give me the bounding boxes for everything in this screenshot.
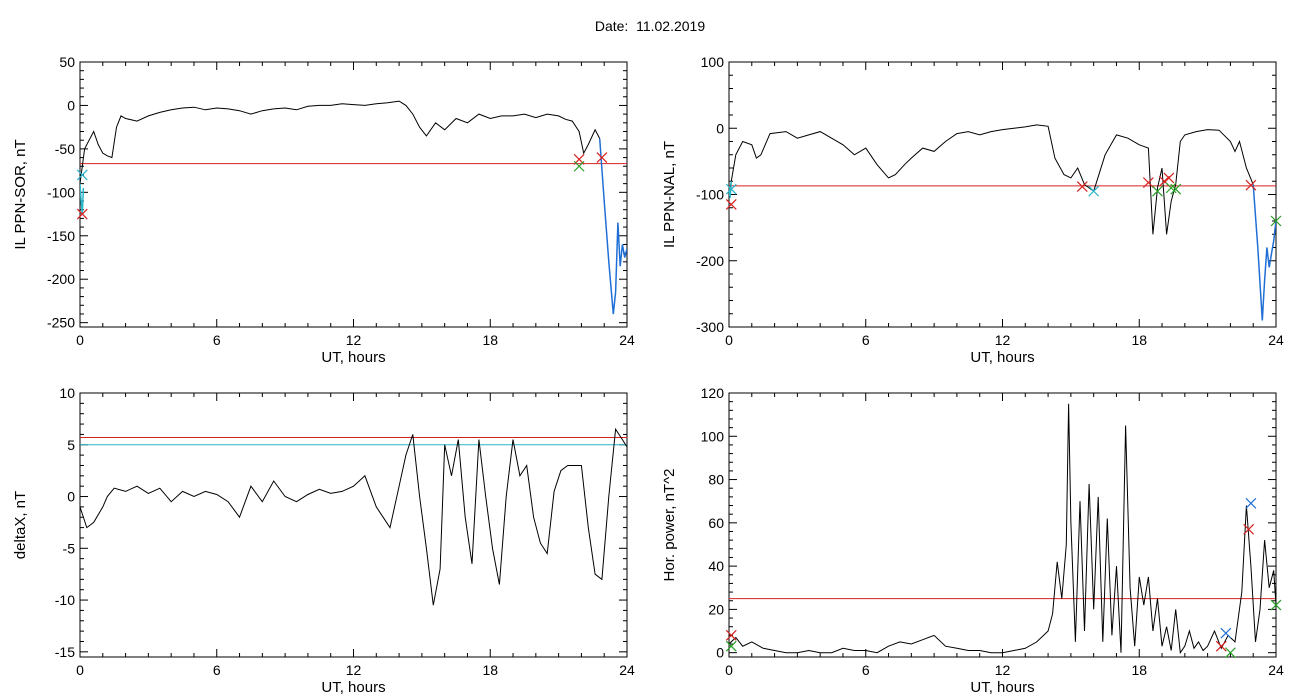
y-tick-label: 60 — [708, 515, 724, 531]
y-tick-label: 80 — [708, 472, 724, 488]
chart-panel-4: 0 6 12 18 24 0 20 40 60 80 100 120 UT, hours Hor. pow… — [661, 385, 1284, 696]
x-tick-label: 0 — [725, 332, 733, 348]
marker-cross — [1270, 599, 1282, 611]
x-tick-label: 6 — [213, 332, 221, 348]
x-tick-label: 24 — [619, 332, 635, 348]
series-line — [598, 138, 627, 315]
y-axis-label: Hor. power, nT^2 — [661, 469, 678, 582]
y-tick-label: -50 — [55, 141, 75, 157]
series-line — [1252, 184, 1276, 321]
marker-cross — [1088, 185, 1100, 197]
x-tick-label: 18 — [482, 332, 498, 348]
x-tick-label: 0 — [725, 662, 733, 678]
y-tick-label: -250 — [47, 315, 75, 331]
marker-cross — [76, 169, 88, 181]
page-title: Date: 11.02.2019 — [594, 18, 706, 34]
marker-cross — [1152, 185, 1163, 197]
marker-cross — [1170, 183, 1182, 195]
y-axis-label: deltaX, nT — [12, 491, 29, 559]
y-tick-label: 10 — [59, 385, 75, 401]
x-axis-label: UT, hours — [970, 349, 1034, 366]
x-tick-label: 18 — [1131, 662, 1147, 678]
y-tick-label: 100 — [701, 428, 725, 444]
marker-cross — [725, 199, 737, 210]
y-tick-label: 5 — [67, 437, 75, 453]
y-tick-label: 40 — [708, 558, 724, 574]
y-axis-label: IL PPN-NAL, nT — [661, 141, 678, 248]
series-line — [80, 100, 601, 184]
marker-cross — [1076, 181, 1088, 192]
y-tick-label: 0 — [716, 120, 724, 136]
marker-cross — [725, 183, 737, 195]
y-tick-label: 0 — [67, 97, 75, 113]
marker-cross — [76, 208, 88, 220]
y-tick-label: -100 — [47, 184, 75, 200]
y-tick-label: -10 — [55, 592, 75, 608]
x-tick-label: 12 — [346, 662, 362, 678]
x-axis-label: UT, hours — [321, 349, 385, 366]
y-tick-label: 100 — [701, 54, 725, 70]
y-tick-label: -15 — [55, 644, 75, 660]
marker-cross — [573, 160, 585, 172]
y-tick-label: -300 — [696, 319, 724, 335]
marker-cross — [1142, 177, 1154, 188]
y-tick-label: -150 — [47, 228, 75, 244]
marker-cross — [1220, 627, 1232, 639]
x-tick-label: 24 — [1268, 662, 1284, 678]
series-line — [729, 124, 1254, 235]
x-tick-label: 12 — [995, 662, 1011, 678]
marker-cross — [725, 629, 737, 641]
marker-cross — [1224, 647, 1236, 659]
y-tick-label: -200 — [696, 253, 724, 269]
x-tick-label: 24 — [619, 662, 635, 678]
chart-panel-3: 0 6 12 18 24 -15 -10 -5 0 5 10 UT, hours deltaX, nT — [12, 385, 635, 696]
x-tick-label: 6 — [862, 332, 870, 348]
chart-panel-2: 0 6 12 18 24 -300 -200 -100 0 100 UT, hours IL PPN-… — [661, 54, 1284, 366]
marker-cross — [1215, 640, 1227, 652]
y-tick-label: 0 — [716, 645, 724, 661]
y-tick-label: 0 — [67, 489, 75, 505]
marker-cross — [1243, 523, 1255, 535]
plot-frame — [728, 61, 1277, 328]
marker-cross — [1270, 215, 1282, 227]
marker-cross — [1245, 497, 1257, 509]
x-tick-label: 18 — [1131, 332, 1147, 348]
plot-frame — [728, 392, 1277, 658]
y-tick-label: -100 — [696, 187, 724, 203]
x-tick-label: 24 — [1268, 332, 1284, 348]
marker-cross — [725, 640, 737, 652]
series-line — [80, 427, 627, 606]
x-tick-label: 0 — [76, 662, 84, 678]
y-axis-label: IL PPN-SOR, nT — [12, 139, 29, 249]
x-tick-label: 6 — [213, 662, 221, 678]
x-tick-label: 12 — [995, 332, 1011, 348]
y-tick-label: -5 — [63, 540, 76, 556]
plot-frame — [79, 61, 628, 328]
chart-panel-1: 0 6 12 18 24 -250 -200 -150 -100 -50 0 50 UT, hours I… — [12, 54, 635, 366]
series-line — [80, 183, 85, 215]
x-axis-label: UT, hours — [970, 679, 1034, 696]
marker-cross — [1163, 172, 1175, 184]
y-tick-label: -200 — [47, 271, 75, 287]
y-tick-label: 20 — [708, 601, 724, 617]
marker-cross — [1245, 179, 1257, 191]
marker-cross — [596, 152, 608, 163]
x-tick-label: 18 — [482, 662, 498, 678]
x-axis-label: UT, hours — [321, 679, 385, 696]
y-tick-label: 50 — [59, 54, 75, 70]
x-tick-label: 12 — [346, 332, 362, 348]
x-tick-label: 0 — [76, 332, 84, 348]
plot-frame — [79, 392, 628, 658]
x-tick-label: 6 — [862, 662, 870, 678]
series-line — [729, 403, 1276, 655]
y-tick-label: 120 — [701, 385, 725, 401]
